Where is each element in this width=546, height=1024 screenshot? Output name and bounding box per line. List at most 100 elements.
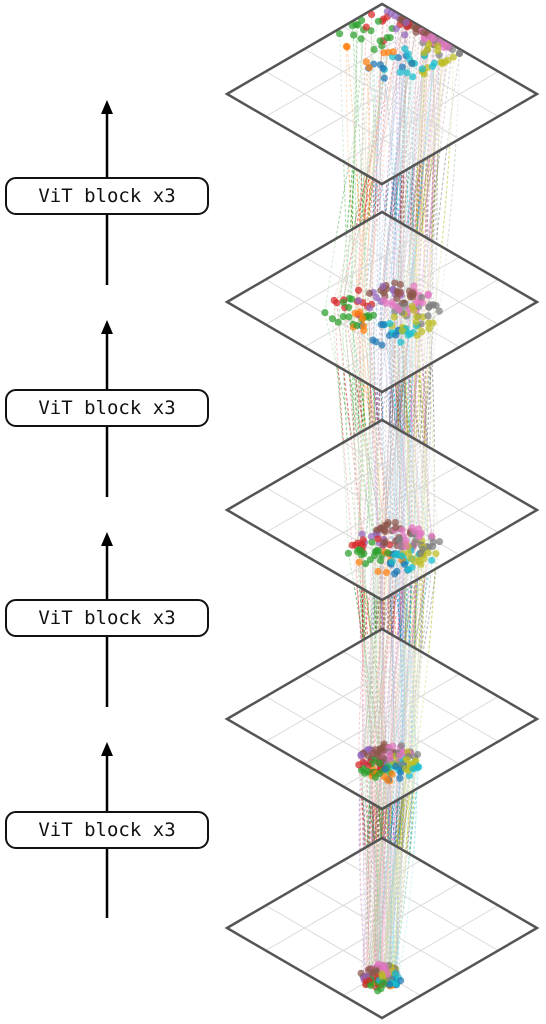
token-point bbox=[401, 31, 409, 39]
token-point bbox=[404, 549, 412, 557]
token-point bbox=[425, 303, 433, 311]
token-point bbox=[391, 570, 399, 578]
token-point bbox=[368, 538, 376, 546]
token-point bbox=[330, 296, 338, 304]
token-point bbox=[435, 307, 443, 315]
token-point bbox=[387, 10, 395, 18]
token-point bbox=[429, 538, 437, 546]
trajectory-line bbox=[382, 63, 413, 325]
token-point bbox=[391, 279, 399, 287]
layer-plane-2 bbox=[224, 627, 540, 811]
token-point bbox=[412, 318, 420, 326]
arrow-head bbox=[101, 100, 113, 114]
token-point bbox=[374, 535, 382, 543]
token-point bbox=[365, 289, 374, 297]
token-point bbox=[379, 282, 387, 291]
token-point bbox=[408, 563, 416, 572]
token-point bbox=[376, 759, 384, 768]
trajectory-line bbox=[383, 46, 449, 301]
vit-block-label-2: ViT block x3 bbox=[5, 599, 209, 637]
token-point bbox=[402, 19, 410, 27]
token-point bbox=[380, 296, 388, 304]
token-point bbox=[415, 533, 423, 541]
trajectory-line bbox=[395, 47, 445, 307]
trajectory-line bbox=[354, 52, 385, 314]
plane-outline bbox=[224, 210, 540, 394]
vit-block-label-3: ViT block x3 bbox=[5, 389, 209, 427]
token-point bbox=[360, 322, 368, 330]
token-point bbox=[377, 556, 385, 565]
token-point bbox=[397, 742, 406, 750]
token-point bbox=[362, 23, 370, 31]
token-point bbox=[432, 302, 440, 310]
token-point bbox=[339, 298, 348, 306]
token-point bbox=[383, 776, 391, 784]
plane-outline bbox=[224, 2, 540, 186]
token-point bbox=[353, 321, 361, 330]
token-points bbox=[321, 8, 464, 995]
token-point bbox=[404, 50, 412, 58]
plane-outline bbox=[224, 836, 540, 1020]
token-point bbox=[400, 560, 409, 568]
token-point bbox=[432, 550, 440, 558]
flow-arrows bbox=[101, 100, 113, 918]
token-point bbox=[367, 532, 375, 541]
token-point bbox=[396, 68, 404, 76]
token-point bbox=[398, 526, 406, 534]
token-point bbox=[402, 765, 410, 773]
token-point bbox=[434, 42, 442, 50]
trajectory-line bbox=[385, 303, 422, 534]
token-point bbox=[410, 282, 418, 290]
layer-plane-1 bbox=[224, 836, 540, 1020]
token-point bbox=[455, 49, 464, 58]
token-point bbox=[425, 325, 433, 333]
token-point bbox=[388, 558, 396, 566]
token-point bbox=[382, 568, 391, 577]
token-point bbox=[396, 535, 404, 543]
token-point bbox=[364, 752, 372, 760]
vit-block-label-4: ViT block x3 bbox=[5, 177, 209, 215]
token-point bbox=[369, 969, 377, 977]
token-point bbox=[391, 970, 399, 978]
plane-grid-line bbox=[265, 696, 422, 787]
token-point bbox=[351, 309, 359, 317]
token-point bbox=[373, 751, 381, 759]
token-point bbox=[417, 560, 425, 568]
token-point bbox=[377, 985, 385, 993]
token-point bbox=[389, 48, 397, 56]
token-point bbox=[393, 287, 401, 295]
token-point bbox=[371, 773, 379, 782]
plane-grid-line bbox=[342, 71, 499, 162]
token-point bbox=[402, 536, 410, 545]
token-point bbox=[336, 30, 344, 38]
token-point bbox=[343, 43, 351, 51]
token-point bbox=[362, 58, 370, 66]
token-point bbox=[424, 290, 432, 298]
token-point bbox=[381, 527, 389, 536]
trajectory-line bbox=[422, 315, 432, 550]
trajectory-line bbox=[392, 569, 410, 766]
token-point bbox=[380, 74, 388, 82]
token-point bbox=[389, 742, 397, 750]
token-point bbox=[354, 296, 363, 305]
plane-grid-line bbox=[265, 71, 422, 162]
token-point bbox=[410, 23, 418, 31]
trajectory-line bbox=[403, 570, 409, 767]
token-point bbox=[383, 34, 391, 42]
token-point bbox=[392, 25, 400, 33]
token-point bbox=[365, 64, 373, 72]
plane-grid-line bbox=[304, 882, 460, 974]
arrow-head bbox=[101, 320, 113, 334]
plane-grid-line bbox=[304, 673, 460, 765]
plane-grid-line bbox=[265, 279, 422, 370]
token-point bbox=[379, 321, 388, 329]
token-point bbox=[334, 318, 342, 326]
token-point bbox=[391, 551, 399, 559]
token-point bbox=[378, 965, 387, 973]
token-point bbox=[409, 765, 417, 773]
token-point bbox=[345, 303, 353, 311]
token-point bbox=[411, 527, 419, 536]
token-point bbox=[379, 746, 388, 755]
token-point bbox=[374, 17, 382, 25]
